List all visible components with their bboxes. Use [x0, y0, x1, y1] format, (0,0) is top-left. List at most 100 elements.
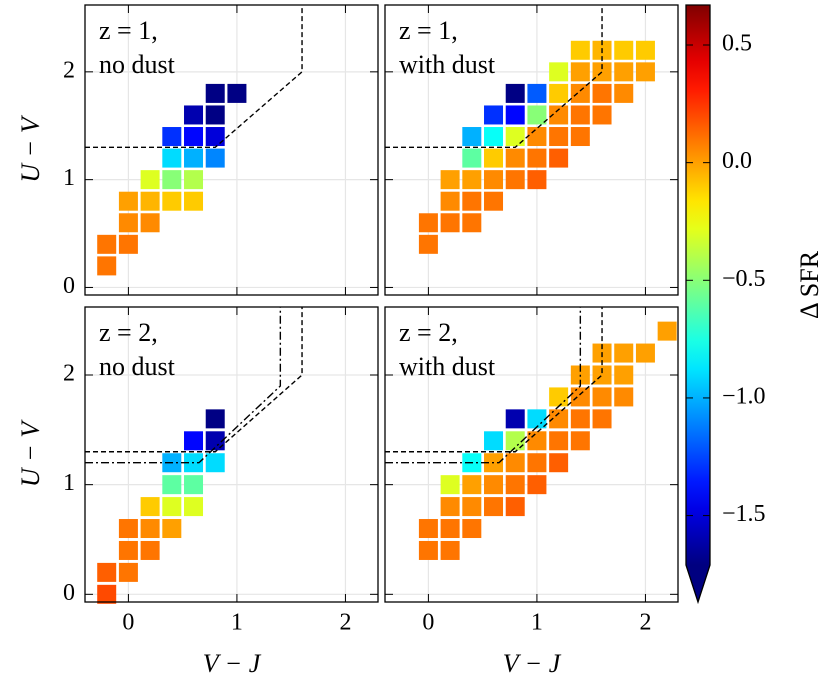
bin — [592, 409, 612, 429]
bin — [118, 234, 138, 254]
bin — [440, 170, 460, 190]
bin — [162, 127, 182, 147]
selection-boundary — [85, 307, 303, 453]
colorbar-extend — [686, 565, 710, 602]
bin — [118, 213, 138, 233]
bin — [118, 191, 138, 211]
bin — [97, 234, 117, 254]
bin — [184, 127, 204, 147]
bin — [440, 519, 460, 539]
bin — [205, 453, 225, 473]
bin — [484, 127, 504, 147]
x-axis-label: V − J — [203, 649, 262, 678]
bin — [570, 409, 590, 429]
bin — [592, 387, 612, 407]
bin — [635, 40, 655, 60]
bin — [418, 540, 438, 560]
bin — [592, 365, 612, 385]
bin — [614, 62, 634, 82]
panel-label: z = 2, — [99, 318, 158, 347]
bin — [184, 148, 204, 168]
bin — [184, 431, 204, 451]
x-tick-label: 2 — [339, 610, 351, 636]
bin — [162, 148, 182, 168]
y-tick-label: 1 — [63, 470, 75, 496]
panel-label: no dust — [99, 50, 176, 79]
bin — [549, 127, 569, 147]
bin — [592, 83, 612, 103]
bin — [549, 387, 569, 407]
panel-label: with dust — [399, 352, 496, 381]
bin — [97, 256, 117, 276]
bin — [140, 213, 160, 233]
bin — [140, 540, 160, 560]
bin — [505, 83, 525, 103]
bin — [462, 475, 482, 495]
bin — [527, 170, 547, 190]
selection-boundary — [385, 307, 603, 453]
bin — [418, 519, 438, 539]
bin — [549, 431, 569, 451]
colorbar-tick-label: −1.0 — [722, 383, 766, 409]
bin — [484, 148, 504, 168]
bin — [184, 191, 204, 211]
bin — [570, 105, 590, 125]
bin — [184, 170, 204, 190]
bin — [227, 83, 247, 103]
colorbar-tick-label: 0.5 — [722, 31, 752, 57]
bin — [118, 519, 138, 539]
bin — [527, 83, 547, 103]
bin — [505, 148, 525, 168]
bin — [614, 365, 634, 385]
bin — [205, 105, 225, 125]
bin — [570, 387, 590, 407]
bin — [440, 475, 460, 495]
bin — [462, 191, 482, 211]
bin — [527, 148, 547, 168]
y-tick-label: 0 — [63, 580, 75, 606]
bin — [549, 148, 569, 168]
bin — [118, 540, 138, 560]
bin — [440, 213, 460, 233]
bin — [140, 191, 160, 211]
colorbar-tick-label: 0.0 — [722, 148, 752, 174]
colorbar-tick-label: −1.5 — [722, 501, 766, 527]
bin — [570, 431, 590, 451]
bin — [462, 148, 482, 168]
bin — [505, 475, 525, 495]
bin — [440, 497, 460, 517]
bin — [140, 170, 160, 190]
bin — [484, 475, 504, 495]
axes-frame — [84, 4, 379, 296]
bin — [205, 127, 225, 147]
bin — [484, 497, 504, 517]
bin — [527, 127, 547, 147]
y-axis-label: U − V — [16, 419, 45, 487]
x-tick-label: 0 — [422, 610, 434, 636]
bin — [635, 343, 655, 363]
bin — [549, 62, 569, 82]
bin — [140, 497, 160, 517]
bin — [614, 83, 634, 103]
panel-label: with dust — [399, 50, 496, 79]
bin — [462, 519, 482, 539]
bin — [162, 497, 182, 517]
colorbar-label: Δ SFR — [795, 250, 824, 319]
bin — [418, 213, 438, 233]
bin — [570, 62, 590, 82]
bin — [505, 453, 525, 473]
bin — [505, 105, 525, 125]
bin — [570, 83, 590, 103]
bin — [205, 431, 225, 451]
bin — [205, 148, 225, 168]
axes-frame — [384, 4, 679, 296]
bin — [205, 83, 225, 103]
bin — [527, 431, 547, 451]
bin — [162, 519, 182, 539]
bin — [140, 519, 160, 539]
bin — [614, 40, 634, 60]
panel-label: z = 1, — [99, 16, 158, 45]
bin — [184, 497, 204, 517]
panel-label: z = 1, — [399, 16, 458, 45]
